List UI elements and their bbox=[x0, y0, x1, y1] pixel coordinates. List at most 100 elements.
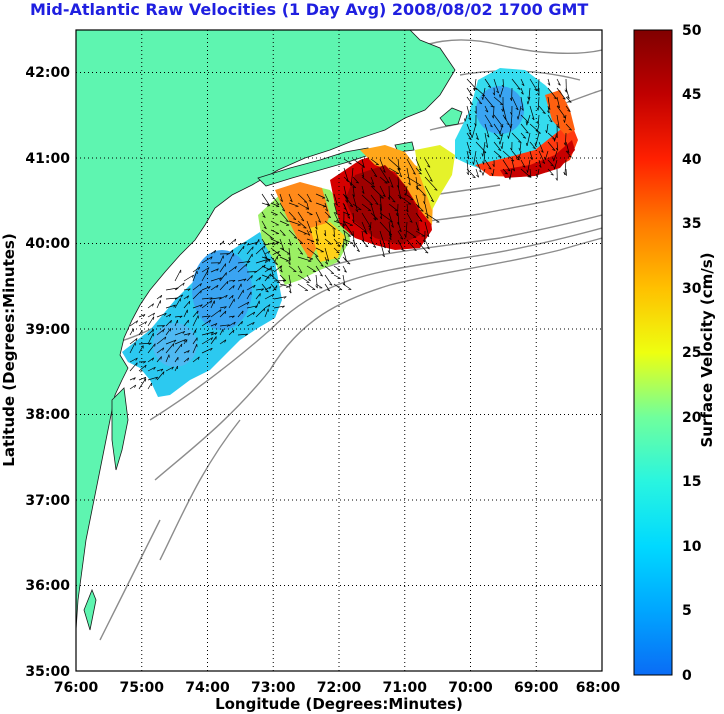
velocity-vector bbox=[192, 266, 201, 273]
velocity-vector bbox=[537, 114, 540, 125]
velocity-vector-head bbox=[307, 279, 311, 282]
velocity-vector-head bbox=[388, 233, 392, 236]
velocity-vector-head bbox=[323, 233, 327, 237]
velocity-vector bbox=[352, 194, 359, 212]
velocity-vector-head bbox=[555, 177, 558, 181]
velocity-vector-head bbox=[516, 116, 519, 120]
velocity-vector bbox=[502, 114, 510, 126]
velocity-vector bbox=[192, 310, 199, 318]
velocity-vector bbox=[475, 159, 482, 173]
velocity-vector-head bbox=[382, 194, 386, 198]
velocity-vector-head bbox=[529, 174, 532, 178]
velocity-vector-head bbox=[473, 88, 477, 90]
velocity-vector-head bbox=[295, 205, 299, 208]
velocity-vector bbox=[255, 288, 264, 291]
velocity-vector bbox=[129, 338, 138, 345]
velocity-vector-head bbox=[382, 245, 386, 249]
velocity-vector-head bbox=[200, 290, 202, 294]
velocity-vector bbox=[342, 211, 350, 216]
velocity-vector-head bbox=[344, 258, 347, 262]
velocity-vector-head bbox=[390, 185, 394, 188]
velocity-vector bbox=[261, 274, 270, 279]
velocity-vector-head bbox=[263, 243, 266, 246]
velocity-vector bbox=[273, 305, 285, 309]
velocity-vector bbox=[529, 78, 538, 91]
velocity-vector bbox=[406, 167, 411, 186]
velocity-vector-head bbox=[369, 236, 372, 240]
velocity-vector-head bbox=[303, 201, 307, 203]
velocity-vector bbox=[174, 331, 185, 336]
velocity-vector bbox=[147, 303, 154, 309]
velocity-vector bbox=[352, 230, 355, 248]
velocity-vector bbox=[201, 267, 210, 273]
velocity-vector-head bbox=[263, 226, 267, 230]
velocity-vector bbox=[237, 278, 247, 282]
velocity-vector bbox=[466, 168, 476, 179]
velocity-vector-head bbox=[566, 96, 570, 99]
velocity-vector-head bbox=[536, 174, 538, 178]
velocity-vector bbox=[333, 256, 341, 263]
velocity-vector bbox=[511, 96, 519, 111]
velocity-vector bbox=[264, 304, 271, 309]
velocity-vector bbox=[370, 203, 377, 221]
colorbar-tick: 5 bbox=[682, 603, 692, 619]
velocity-vector-head bbox=[379, 216, 382, 220]
velocity-vector-head bbox=[266, 203, 270, 206]
velocity-vector-head bbox=[563, 171, 566, 175]
velocity-vector bbox=[475, 96, 483, 105]
velocity-vector-head bbox=[518, 147, 521, 151]
velocity-vector bbox=[343, 194, 354, 207]
velocity-vector bbox=[270, 193, 280, 206]
velocity-vector bbox=[333, 229, 335, 237]
velocity-vector-head bbox=[243, 278, 247, 282]
velocity-vector-head bbox=[525, 131, 529, 134]
velocity-vector bbox=[493, 78, 499, 94]
velocity-vector bbox=[297, 247, 304, 255]
velocity-vector bbox=[333, 238, 341, 247]
velocity-vector bbox=[538, 105, 546, 114]
velocity-vector-head bbox=[327, 216, 331, 218]
velocity-vector bbox=[297, 256, 312, 262]
velocity-vector-head bbox=[464, 118, 466, 122]
velocity-vector-head bbox=[261, 288, 265, 291]
velocity-vector-head bbox=[506, 123, 510, 126]
velocity-vector bbox=[237, 320, 243, 327]
colorbar-label: Surface Velocity (cm/s) bbox=[698, 252, 716, 447]
velocity-vector bbox=[379, 158, 386, 173]
velocity-vector-head bbox=[234, 238, 237, 242]
velocity-vector-head bbox=[386, 180, 390, 184]
velocity-vector bbox=[388, 239, 390, 254]
velocity-vector bbox=[502, 168, 508, 175]
velocity-vector bbox=[324, 274, 333, 286]
velocity-vector-head bbox=[242, 310, 244, 314]
velocity-vector bbox=[509, 168, 513, 180]
velocity-vector bbox=[397, 221, 402, 233]
velocity-vector-head bbox=[252, 311, 256, 315]
velocity-vector bbox=[405, 185, 408, 196]
velocity-vector bbox=[536, 123, 540, 133]
velocity-vector-head bbox=[347, 262, 351, 265]
velocity-vector-head bbox=[224, 339, 227, 343]
velocity-vector bbox=[270, 283, 277, 291]
velocity-vector bbox=[237, 283, 242, 291]
velocity-vector bbox=[270, 211, 278, 216]
velocity-vector bbox=[547, 132, 556, 140]
velocity-vector bbox=[192, 290, 202, 300]
velocity-vector bbox=[324, 256, 329, 265]
velocity-vector-head bbox=[174, 297, 178, 300]
velocity-vector-head bbox=[499, 103, 503, 105]
velocity-vector-head bbox=[394, 209, 398, 212]
velocity-vector bbox=[527, 96, 531, 105]
velocity-vector bbox=[397, 194, 412, 205]
velocity-vector bbox=[255, 259, 268, 264]
velocity-vector-head bbox=[164, 312, 167, 316]
velocity-vector-head bbox=[496, 90, 499, 94]
velocity-vector bbox=[343, 203, 351, 219]
velocity-vector bbox=[288, 265, 297, 272]
velocity-vector bbox=[342, 247, 347, 262]
velocity-vector bbox=[228, 294, 234, 300]
velocity-vector bbox=[361, 167, 365, 178]
velocity-vector-head bbox=[392, 200, 396, 203]
velocity-vector-head bbox=[355, 181, 359, 184]
velocity-vector bbox=[547, 141, 556, 151]
